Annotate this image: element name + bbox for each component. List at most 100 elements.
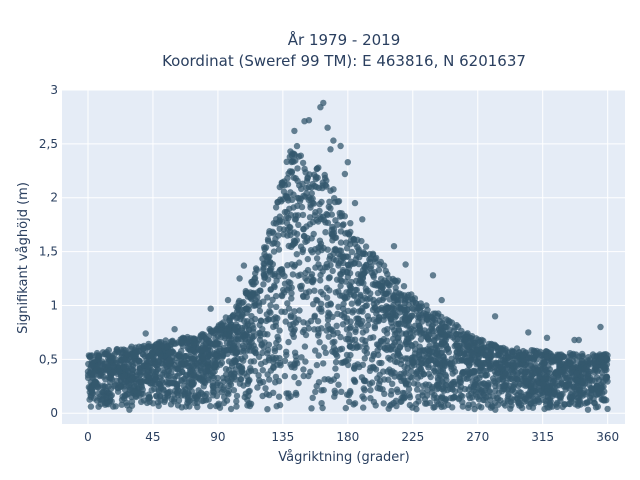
data-point bbox=[401, 395, 408, 402]
data-point bbox=[240, 357, 247, 364]
data-point bbox=[205, 338, 213, 345]
data-point bbox=[222, 322, 229, 329]
data-point bbox=[216, 340, 223, 348]
data-point bbox=[319, 291, 327, 298]
data-point bbox=[226, 331, 233, 338]
data-point bbox=[330, 137, 337, 144]
data-point bbox=[457, 392, 465, 399]
data-point bbox=[165, 349, 172, 356]
data-point bbox=[322, 349, 329, 356]
data-point bbox=[544, 404, 551, 411]
data-point bbox=[303, 223, 310, 230]
data-point bbox=[219, 374, 227, 382]
data-point bbox=[487, 357, 494, 364]
data-point bbox=[374, 375, 381, 382]
data-point bbox=[370, 316, 377, 323]
data-point bbox=[379, 338, 386, 345]
data-point bbox=[164, 368, 171, 375]
data-point bbox=[576, 396, 583, 404]
data-point bbox=[231, 373, 238, 381]
data-point bbox=[570, 361, 577, 368]
data-point bbox=[603, 355, 610, 362]
data-point bbox=[330, 231, 337, 238]
data-point bbox=[401, 390, 408, 397]
data-point bbox=[182, 386, 189, 393]
data-point bbox=[299, 159, 307, 167]
data-point bbox=[379, 296, 386, 303]
data-point bbox=[345, 307, 352, 315]
data-point bbox=[199, 397, 206, 405]
data-point bbox=[539, 391, 546, 398]
data-point bbox=[342, 404, 349, 412]
data-point bbox=[293, 251, 300, 258]
data-point bbox=[306, 288, 313, 295]
data-point bbox=[121, 372, 128, 380]
data-point bbox=[229, 341, 236, 348]
data-point bbox=[370, 334, 377, 341]
data-point bbox=[397, 296, 405, 303]
data-point bbox=[227, 321, 235, 328]
data-point bbox=[260, 264, 267, 271]
data-point bbox=[417, 365, 424, 372]
data-point bbox=[343, 326, 351, 333]
data-point bbox=[353, 277, 360, 284]
data-point bbox=[289, 271, 297, 278]
data-point bbox=[103, 394, 110, 401]
data-point bbox=[429, 272, 437, 279]
data-point bbox=[339, 321, 347, 328]
data-point bbox=[322, 181, 329, 189]
data-point bbox=[397, 370, 404, 378]
data-point bbox=[107, 358, 114, 365]
data-point bbox=[190, 363, 197, 370]
data-point bbox=[152, 392, 160, 400]
data-point bbox=[311, 287, 318, 294]
data-point bbox=[357, 291, 364, 299]
data-point bbox=[521, 362, 528, 369]
data-point bbox=[421, 395, 429, 403]
data-point bbox=[316, 207, 323, 215]
chart-title-line1: År 1979 - 2019 bbox=[288, 30, 401, 49]
data-point bbox=[486, 365, 493, 373]
data-point bbox=[149, 368, 156, 376]
data-point bbox=[354, 343, 361, 350]
data-point bbox=[355, 260, 363, 268]
data-point bbox=[251, 274, 259, 282]
data-point bbox=[575, 336, 582, 344]
data-point bbox=[160, 342, 167, 349]
data-point bbox=[262, 244, 270, 251]
data-point bbox=[543, 334, 551, 341]
data-point bbox=[400, 283, 408, 290]
data-point bbox=[523, 378, 530, 385]
data-point bbox=[199, 391, 206, 398]
data-point bbox=[133, 372, 140, 379]
data-point bbox=[137, 367, 144, 374]
data-point bbox=[367, 255, 374, 262]
data-point bbox=[290, 320, 297, 327]
data-point bbox=[394, 347, 401, 355]
data-point bbox=[528, 347, 535, 354]
data-point bbox=[144, 363, 151, 370]
data-point bbox=[118, 401, 125, 408]
data-point bbox=[330, 376, 337, 383]
data-point bbox=[291, 308, 298, 315]
data-point bbox=[417, 330, 424, 338]
data-point bbox=[257, 317, 265, 325]
data-point bbox=[304, 266, 312, 274]
data-point bbox=[395, 320, 403, 327]
data-point bbox=[122, 392, 129, 399]
data-point bbox=[310, 200, 317, 207]
data-point bbox=[395, 304, 403, 311]
data-point bbox=[346, 343, 354, 350]
data-point bbox=[385, 304, 392, 311]
data-point bbox=[240, 344, 248, 351]
data-point bbox=[556, 382, 563, 389]
data-point bbox=[315, 329, 322, 337]
data-point bbox=[270, 364, 277, 372]
data-point bbox=[128, 365, 135, 373]
data-point bbox=[584, 406, 592, 413]
data-point bbox=[320, 386, 327, 394]
data-point bbox=[324, 219, 332, 226]
data-point bbox=[257, 360, 265, 368]
data-point bbox=[391, 373, 398, 380]
